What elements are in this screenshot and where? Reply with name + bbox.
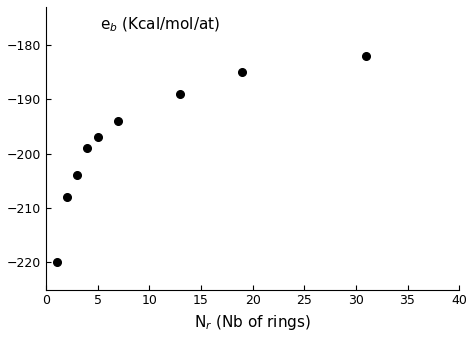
X-axis label: N$_r$ (Nb of rings): N$_r$ (Nb of rings) bbox=[194, 313, 311, 332]
Text: e$_b$ (Kcal/mol/at): e$_b$ (Kcal/mol/at) bbox=[100, 16, 220, 34]
Point bbox=[73, 173, 81, 178]
Point bbox=[63, 195, 71, 200]
Point bbox=[177, 91, 184, 97]
Point bbox=[94, 135, 101, 140]
Point bbox=[238, 69, 246, 75]
Point bbox=[363, 53, 370, 59]
Point bbox=[53, 260, 60, 265]
Point bbox=[115, 118, 122, 124]
Point bbox=[84, 145, 91, 151]
